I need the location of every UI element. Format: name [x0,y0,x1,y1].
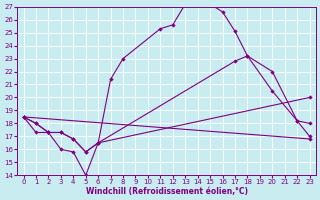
X-axis label: Windchill (Refroidissement éolien,°C): Windchill (Refroidissement éolien,°C) [85,187,248,196]
